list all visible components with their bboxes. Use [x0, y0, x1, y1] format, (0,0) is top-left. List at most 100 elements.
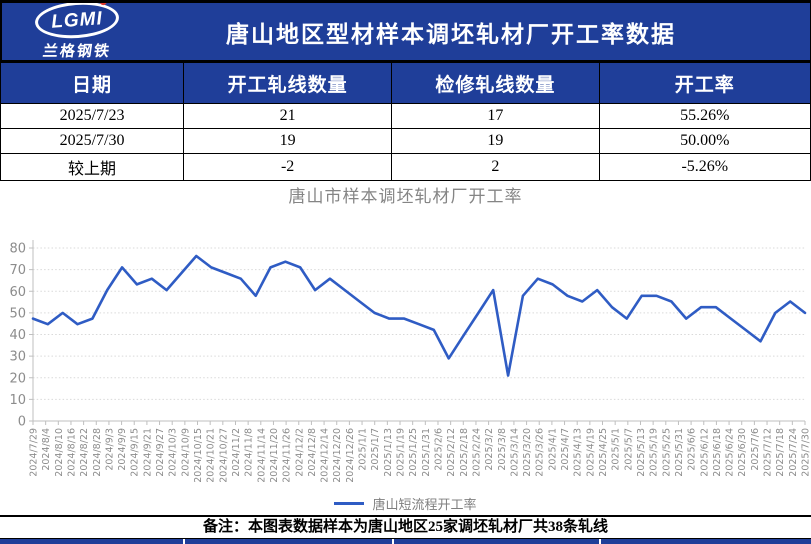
- cell-maintenance-lines: 2: [391, 153, 600, 181]
- legend-label: 唐山短流程开工率: [372, 496, 477, 512]
- logo-dot-icon: [99, 3, 108, 6]
- x-tick-label: 2025/5/13: [636, 428, 647, 477]
- y-tick-label: 30: [9, 350, 26, 365]
- y-tick-label: 10: [9, 393, 26, 408]
- chart-title: 唐山市样本调坯轧材厂开工率: [288, 187, 523, 206]
- cell-operating-rate: -5.26%: [598, 153, 811, 181]
- x-tick-label: 2024/12/8: [307, 428, 318, 477]
- x-tick-label: 2025/3/20: [522, 428, 533, 477]
- bottom-bar-divider: [392, 539, 394, 544]
- x-tick-label: 2025/5/7: [623, 428, 634, 471]
- column-header-date: 日期: [0, 62, 185, 104]
- x-tick-label: 2025/2/6: [433, 428, 444, 471]
- x-tick-label: 2025/7/30: [801, 428, 811, 477]
- bottom-bar-divider: [599, 539, 601, 544]
- x-tick-label: 2024/11/8: [244, 428, 255, 477]
- x-tick-label: 2025/4/7: [560, 428, 571, 471]
- cell-maintenance-lines: 17: [391, 103, 600, 129]
- x-tick-label: 2024/10/9: [180, 428, 191, 477]
- bottom-bar-divider: [183, 539, 185, 544]
- x-tick-label: 2024/10/27: [218, 428, 229, 483]
- x-tick-label: 2024/8/28: [92, 428, 103, 477]
- legend-line-swatch: [334, 501, 365, 505]
- x-tick-label: 2025/3/8: [497, 428, 508, 471]
- x-tick-label: 2024/9/9: [117, 428, 128, 471]
- x-tick-label: 2025/4/19: [585, 428, 596, 477]
- x-tick-label: 2025/4/13: [573, 428, 584, 477]
- table-header-row: 日期 开工轧线数量 检修轧线数量 开工率: [0, 62, 811, 104]
- x-tick-label: 2025/1/1: [358, 428, 369, 471]
- y-tick-label: 40: [9, 328, 26, 343]
- x-tick-label: 2024/10/15: [193, 428, 204, 483]
- x-tick-label: 2025/3/14: [509, 428, 520, 477]
- cell-date: 2025/7/23: [0, 103, 185, 129]
- chart-legend: 唐山短流程开工率: [0, 495, 811, 512]
- x-tick-label: 2025/3/26: [535, 428, 546, 477]
- cell-maintenance-lines: 19: [391, 128, 600, 154]
- cell-operating-lines: 19: [183, 128, 393, 154]
- footer-rule: [0, 515, 811, 517]
- cell-operating-lines: -2: [183, 153, 393, 181]
- x-tick-label: 2024/11/20: [269, 428, 280, 483]
- x-tick-label: 2024/9/21: [142, 428, 153, 477]
- x-tick-label: 2025/6/6: [687, 428, 698, 471]
- x-tick-label: 2025/5/31: [674, 428, 685, 477]
- x-tick-label: 2025/1/13: [383, 428, 394, 477]
- cell-date: 2025/7/30: [0, 128, 185, 154]
- x-tick-label: 2025/3/2: [484, 428, 495, 471]
- x-tick-label: 2025/2/12: [446, 428, 457, 477]
- x-tick-label: 2025/6/18: [712, 428, 723, 477]
- x-tick-label: 2024/12/2: [294, 428, 305, 477]
- x-tick-label: 2025/1/25: [408, 428, 419, 477]
- x-tick-label: 2025/4/25: [598, 428, 609, 477]
- cell-operating-rate: 55.26%: [598, 103, 811, 129]
- footer-note: 备注：本图表数据样本为唐山地区25家调坯轧材厂共38条轧线: [0, 517, 811, 539]
- x-tick-label: 2024/10/21: [206, 428, 217, 483]
- header-band: LGMI 兰格钢铁 唐山地区型材样本调坯轧材厂开工率数据: [0, 3, 811, 62]
- x-tick-label: 2025/7/18: [775, 428, 786, 477]
- x-tick-label: 2025/2/24: [471, 428, 482, 477]
- summary-table: 日期 开工轧线数量 检修轧线数量 开工率 2025/7/23 21 17 55.…: [0, 62, 811, 181]
- column-header-operating-lines: 开工轧线数量: [183, 62, 393, 104]
- x-tick-label: 2025/1/7: [370, 428, 381, 471]
- x-tick-label: 2025/7/24: [788, 428, 799, 477]
- logo-cn-text: 兰格钢铁: [41, 44, 112, 60]
- column-header-operating-rate: 开工率: [598, 62, 811, 104]
- x-tick-label: 2024/9/3: [104, 428, 115, 471]
- x-tick-label: 2025/7/12: [763, 428, 774, 477]
- lgmi-logo-icon: LGMI: [33, 3, 121, 41]
- brand-logo: LGMI 兰格钢铁: [2, 3, 152, 61]
- cell-operating-lines: 21: [183, 103, 393, 129]
- y-tick-label: 60: [9, 285, 26, 300]
- x-tick-label: 2024/7/29: [29, 428, 40, 477]
- x-tick-label: 2025/5/25: [661, 428, 672, 477]
- x-tick-label: 2024/12/26: [345, 428, 356, 483]
- x-tick-label: 2025/7/6: [750, 428, 761, 471]
- x-tick-label: 2025/6/24: [725, 428, 736, 477]
- table-row: 2025/7/30 19 19 50.00%: [0, 128, 811, 154]
- x-tick-label: 2024/8/16: [66, 428, 77, 477]
- x-tick-label: 2024/9/15: [130, 428, 141, 477]
- x-tick-label: 2024/11/26: [282, 428, 293, 483]
- x-tick-label: 2025/5/19: [649, 428, 660, 477]
- y-tick-label: 0: [18, 415, 26, 430]
- x-tick-label: 2025/1/31: [421, 428, 432, 477]
- y-tick-label: 20: [9, 371, 26, 386]
- table-row: 2025/7/23 21 17 55.26%: [0, 103, 811, 129]
- x-tick-label: 2025/6/12: [699, 428, 710, 477]
- x-tick-label: 2025/2/18: [459, 428, 470, 477]
- x-tick-label: 2024/12/14: [320, 428, 331, 483]
- x-tick-label: 2025/4/1: [547, 428, 558, 471]
- x-tick-label: 2025/5/1: [611, 428, 622, 471]
- x-tick-label: 2024/8/10: [54, 428, 65, 477]
- x-tick-label: 2025/1/19: [396, 428, 407, 477]
- x-tick-label: 2024/12/20: [332, 428, 343, 483]
- y-tick-label: 50: [9, 306, 26, 321]
- x-tick-label: 2024/11/2: [231, 428, 242, 477]
- logo-lgmi-text: LGMI: [50, 7, 104, 33]
- series-line: [31, 254, 807, 377]
- cell-date: 较上期: [0, 153, 185, 181]
- cell-operating-rate: 50.00%: [598, 128, 811, 154]
- x-tick-label: 2024/8/4: [41, 428, 52, 471]
